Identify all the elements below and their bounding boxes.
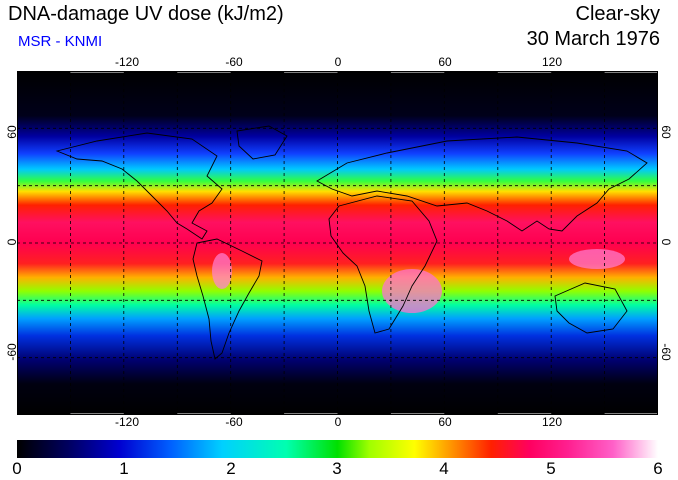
colorbar-label-1: 1	[119, 459, 129, 478]
date-label: 30 March 1976	[526, 28, 660, 50]
lat-tick-right-minus60: -60	[659, 343, 673, 361]
colorbar-label-4: 4	[439, 459, 449, 478]
colorbar	[17, 440, 658, 458]
lon-tick-bottom-minus120: -120	[114, 415, 140, 429]
colorbar-label-0: 0	[12, 459, 22, 478]
australia-coast	[554, 282, 628, 334]
colorbar-label-6: 6	[653, 459, 663, 478]
lon-tick-top-60: 60	[438, 55, 452, 69]
colorbar-label-2: 2	[226, 459, 236, 478]
hotspot-indonesia	[569, 249, 625, 269]
africa-coast	[328, 195, 438, 334]
south-america-coast	[192, 238, 263, 360]
hotspot-africa	[382, 269, 442, 313]
colorbar-label-5: 5	[546, 459, 556, 478]
north-america-coast	[55, 132, 223, 240]
lon-tick-bottom-0: 0	[334, 415, 342, 429]
lon-tick-top-minus60: -60	[225, 55, 243, 69]
map-subtitle: MSR - KNMI	[18, 33, 103, 50]
coastlines	[55, 125, 648, 360]
hotspot-andes	[212, 253, 232, 289]
europe-asia-coast	[316, 136, 648, 232]
lon-tick-top-0: 0	[334, 55, 342, 69]
colorbar-label-3: 3	[332, 459, 342, 478]
lat-tick-right-60: 60	[659, 125, 673, 139]
map-frame	[17, 71, 658, 415]
graticule	[17, 71, 658, 415]
lat-tick-right-0: 0	[659, 238, 673, 246]
lon-tick-top-120: 120	[541, 55, 563, 69]
lon-tick-bottom-60: 60	[438, 415, 452, 429]
lon-tick-bottom-minus60: -60	[225, 415, 243, 429]
lon-tick-top-minus120: -120	[114, 55, 140, 69]
sky-condition-label: Clear-sky	[575, 3, 660, 25]
greenland-coast	[236, 125, 288, 160]
lon-tick-bottom-120: 120	[541, 415, 563, 429]
uv-dose-map	[17, 71, 658, 415]
map-title: DNA-damage UV dose (kJ/m2)	[8, 3, 284, 25]
